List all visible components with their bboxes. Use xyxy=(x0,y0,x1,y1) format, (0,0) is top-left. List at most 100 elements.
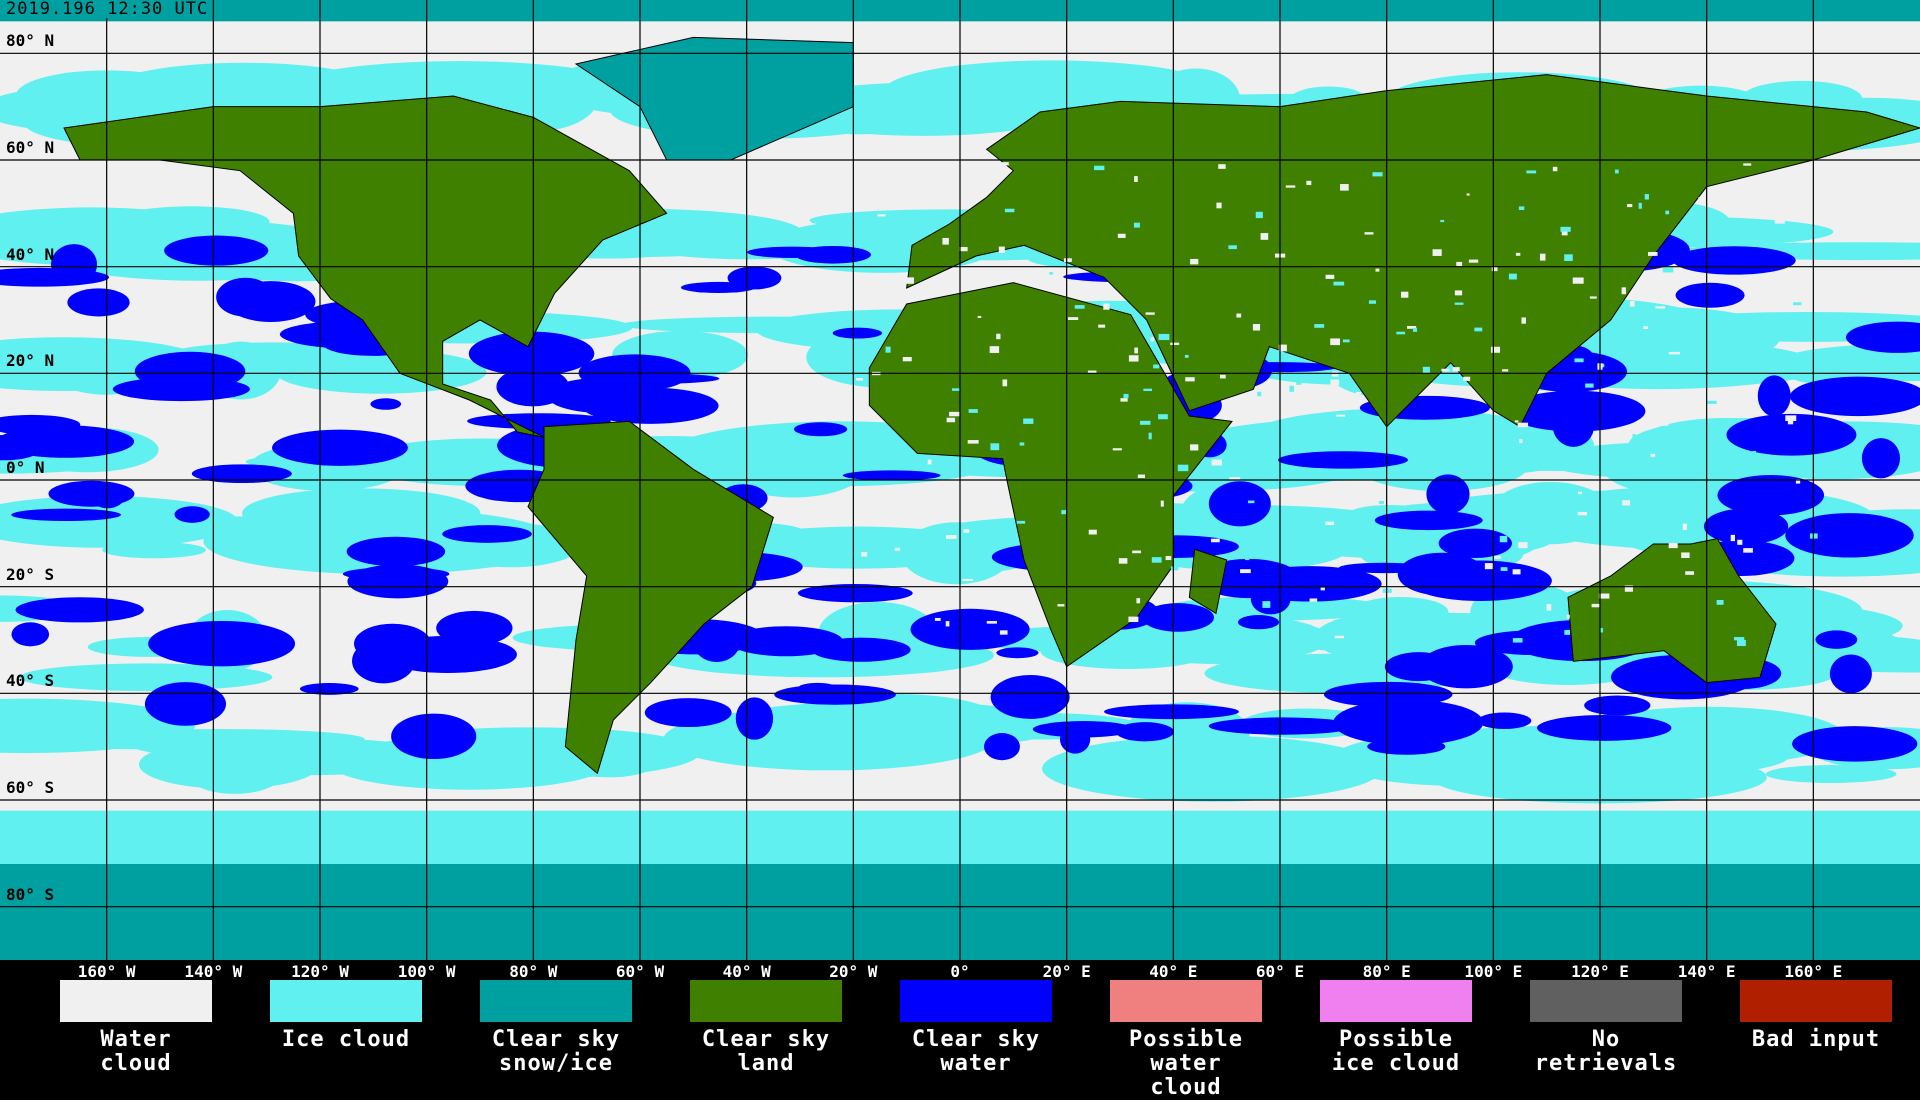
cloud-speckle xyxy=(906,277,914,284)
cloud-speckle xyxy=(1522,491,1530,497)
latitude-label: 80° N xyxy=(6,31,55,51)
clear-sky-water-region xyxy=(1675,282,1745,308)
longitude-label: 160° E xyxy=(1784,962,1843,981)
cloud-speckle xyxy=(959,246,968,252)
clear-sky-water-region xyxy=(391,713,477,760)
cloud-speckle xyxy=(1643,326,1649,330)
cloud-speckle xyxy=(1466,193,1470,196)
ice-cloud-region xyxy=(138,740,321,789)
cloud-speckle xyxy=(1049,272,1053,275)
cloud-speckle xyxy=(931,282,939,286)
legend-item: Bad input xyxy=(1740,980,1892,1052)
cloud-speckle xyxy=(1685,571,1695,575)
cloud-speckle xyxy=(1564,254,1573,261)
cloud-speckle xyxy=(927,459,932,465)
cloud-speckle xyxy=(1177,464,1189,472)
clear-sky-water-region xyxy=(442,525,532,543)
cloud-speckle xyxy=(1668,351,1680,355)
cloud-speckle xyxy=(1334,635,1345,639)
cloud-speckle xyxy=(1153,364,1160,369)
cloud-speckle xyxy=(1412,327,1418,332)
longitude-label: 60° E xyxy=(1255,962,1305,981)
greenland xyxy=(574,36,854,161)
longitude-label: 20° W xyxy=(829,962,878,981)
cloud-speckle xyxy=(1240,569,1251,574)
cloud-speckle xyxy=(999,630,1008,635)
cloud-speckle xyxy=(1624,543,1635,548)
cloud-speckle xyxy=(865,341,874,347)
cloud-speckle xyxy=(945,535,957,539)
cloud-speckle xyxy=(1148,432,1152,440)
cloud-speckle xyxy=(885,346,891,353)
cloud-speckle xyxy=(1644,194,1649,200)
cloud-speckle xyxy=(1331,371,1339,377)
cloud-speckle xyxy=(1401,291,1409,298)
longitude-label: 0° xyxy=(950,962,970,981)
cloud-speckle xyxy=(1134,176,1138,182)
cloud-speckle xyxy=(1325,274,1335,279)
cloud-speckle xyxy=(1118,558,1128,564)
cloud-speckle xyxy=(1646,412,1656,415)
cloud-speckle xyxy=(1140,420,1151,425)
cloud-speckle xyxy=(1255,211,1263,219)
cloud-speckle xyxy=(1681,552,1690,559)
clear-sky-water-region xyxy=(1277,451,1408,469)
cloud-speckle xyxy=(1132,550,1142,554)
clear-sky-water-region xyxy=(1374,510,1483,531)
clear-sky-water-region xyxy=(0,414,81,435)
cloud-speckle xyxy=(1330,379,1340,386)
clear-sky-water-region xyxy=(148,620,296,667)
clear-sky-water-region xyxy=(1474,630,1597,656)
cloud-speckle xyxy=(1512,638,1523,643)
cloud-speckle xyxy=(1019,442,1025,446)
longitude-label: 80° E xyxy=(1362,962,1411,981)
ice-cloud-region xyxy=(1431,751,1767,804)
cloud-speckle xyxy=(1094,165,1105,171)
cloud-speckle xyxy=(1342,339,1350,343)
longitude-label: 140° E xyxy=(1677,962,1736,981)
latitude-label: 20° S xyxy=(6,564,55,584)
cloud-speckle xyxy=(1508,273,1517,280)
cloud-speckle xyxy=(1632,378,1643,386)
cloud-speckle xyxy=(921,490,928,495)
cloud-speckle xyxy=(1134,347,1138,354)
legend-item: No retrievals xyxy=(1530,980,1682,1076)
clear-sky-water-region xyxy=(1208,481,1271,527)
longitude-label: 100° W xyxy=(397,962,456,981)
cloud-speckle xyxy=(952,388,961,391)
clear-sky-water-region xyxy=(1552,404,1595,447)
cloud-speckle xyxy=(1260,233,1269,240)
cloud-speckle xyxy=(1257,391,1262,397)
legend-label: Bad input xyxy=(1751,1027,1881,1052)
cloud-speckle xyxy=(1340,184,1349,191)
cloud-speckle xyxy=(1158,414,1168,420)
latitude-label: 80° S xyxy=(6,884,55,904)
cloud-speckle xyxy=(1063,258,1072,262)
longitude-label: 120° E xyxy=(1571,962,1629,981)
cloud-speckle xyxy=(1145,312,1155,315)
clear-sky-water-region xyxy=(1032,721,1135,738)
cloud-speckle xyxy=(1190,444,1199,451)
clear-sky-water-region xyxy=(1208,717,1357,735)
cloud-speckle xyxy=(1436,445,1443,448)
legend-item: Clear sky land xyxy=(690,980,842,1076)
cloud-speckle xyxy=(1136,598,1141,604)
clear-sky-water-region xyxy=(1717,475,1825,516)
cloud-speckle xyxy=(989,346,1000,354)
cloud-speckle xyxy=(1491,266,1498,272)
cloud-speckle xyxy=(967,440,979,444)
cloud-speckle xyxy=(1773,465,1779,471)
cloud-speckle xyxy=(962,578,974,582)
clear-sky-water-region xyxy=(546,377,661,414)
cloud-speckle xyxy=(1795,191,1807,197)
cloud-speckle xyxy=(1331,434,1335,440)
cloud-speckle xyxy=(1103,303,1110,310)
latitude-label: 0° N xyxy=(6,458,45,477)
clear-sky-water-region xyxy=(727,266,782,290)
map-timestamp: 2019.196 12:30 UTC xyxy=(2,0,213,18)
cloud-speckle xyxy=(1150,337,1155,342)
cloud-speckle xyxy=(1325,521,1335,525)
cloud-speckle xyxy=(1736,639,1746,647)
longitude-label: 60° W xyxy=(615,962,665,981)
cloud-speckle xyxy=(1519,439,1523,444)
